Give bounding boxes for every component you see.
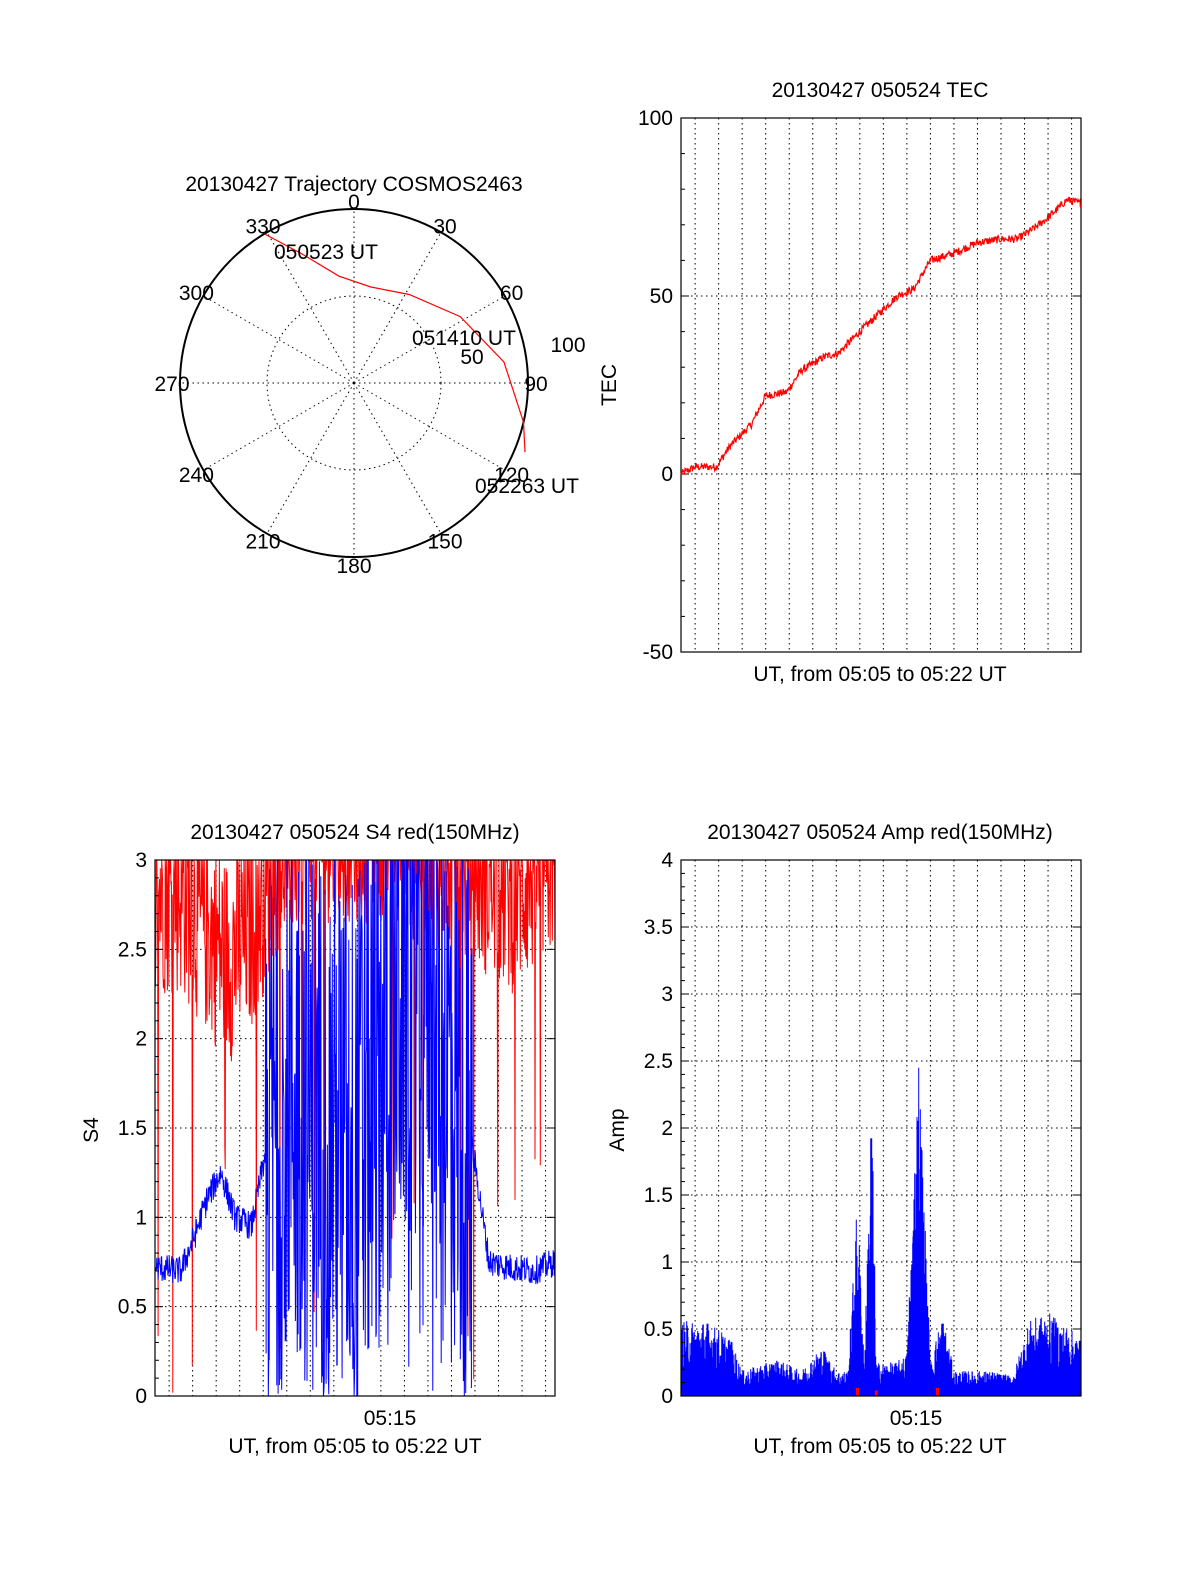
amp-ytick-label: 4 [661, 849, 673, 872]
tec-title: 20130427 050524 TEC [772, 79, 989, 102]
polar-angle-label-0: 0 [348, 191, 360, 214]
s4-xlabel: UT, from 05:05 to 05:22 UT [228, 1435, 481, 1458]
s4-title: 20130427 050524 S4 red(150MHz) [190, 821, 519, 844]
amp-blue-series [680, 1067, 1082, 1396]
polar-spoke-300 [203, 295, 355, 384]
tec-plot-frame [680, 117, 1082, 653]
polar-spoke-120 [353, 382, 505, 471]
amp-grid [681, 860, 1081, 1396]
polar-radius-label-50: 50 [460, 346, 483, 369]
s4-red-line [154, 859, 556, 1393]
polar-spoke-150 [353, 382, 442, 534]
polar-angle-label-60: 60 [500, 282, 523, 305]
s4-ytick-label: 3 [135, 849, 147, 872]
polar-angle-labels: 0 30 60 90 120 150 180 210 240 270 300 330 [154, 191, 547, 578]
polar-angle-label-120: 120 [494, 464, 529, 487]
polar-spoke-240 [203, 382, 355, 471]
s4-blue-series [154, 859, 556, 1397]
tec-ylabel: TEC [598, 364, 621, 406]
polar-spokes [180, 209, 528, 557]
polar-angle-label-90: 90 [524, 373, 547, 396]
polar-trajectory-line [264, 233, 526, 453]
amp-red-spike [856, 1388, 859, 1396]
tec-ytick-label: 100 [638, 107, 673, 130]
polar-annotation-end: 052263 UT [475, 475, 579, 498]
polar-angle-label-210: 210 [245, 531, 280, 554]
polar-outer-ring [179, 208, 529, 558]
tec-y-ticks: -50 0 50 100 [638, 107, 1081, 664]
s4-ytick-label: 2 [135, 1028, 147, 1051]
polar-spoke-330 [266, 232, 355, 384]
amp-title: 20130427 050524 Amp red(150MHz) [707, 821, 1053, 844]
polar-annotation-mid: 051410 UT [412, 327, 516, 350]
amp-red-spike [936, 1388, 939, 1396]
amp-ylabel: Amp [606, 1108, 629, 1151]
amp-ytick-label: 0.5 [644, 1318, 673, 1341]
polar-angle-label-180: 180 [336, 555, 371, 578]
amp-ytick-label: 3 [661, 983, 673, 1006]
tec-ytick-label: 0 [661, 463, 673, 486]
s4-y-ticks: 0 0.5 1 1.5 2 2.5 3 [118, 849, 555, 1408]
polar-inner-ring [266, 295, 442, 471]
tec-xlabel: UT, from 05:05 to 05:22 UT [753, 663, 1006, 686]
amp-ytick-label: 1.5 [644, 1184, 673, 1207]
amp-chart: 20130427 050524 Amp red(150MHz) 0 0.5 1 1.5… [606, 821, 1082, 1458]
amp-ytick-label: 2.5 [644, 1050, 673, 1073]
amp-ytick-label: 0 [661, 1385, 673, 1408]
amp-xlabel: UT, from 05:05 to 05:22 UT [753, 1435, 1006, 1458]
tec-chart: 20130427 050524 TEC -50 0 50 100 TEC UT, fr… [598, 79, 1082, 686]
polar-angle-label-150: 150 [427, 531, 462, 554]
amp-ytick-label: 1 [661, 1251, 673, 1274]
amp-xtick-0515: 05:15 [890, 1407, 943, 1430]
s4-ytick-label: 1.5 [118, 1117, 147, 1140]
amp-red-spike [874, 1390, 878, 1396]
polar-angle-label-300: 300 [179, 282, 214, 305]
tec-series-line [680, 196, 1082, 476]
polar-angle-label-240: 240 [179, 464, 214, 487]
polar-trajectory-chart: 20130427 Trajectory COSMOS2463 0 30 60 90 12… [154, 173, 585, 578]
amp-red-series [856, 1388, 939, 1396]
s4-ytick-label: 0.5 [118, 1296, 147, 1319]
polar-spoke-210 [266, 382, 355, 534]
s4-xtick-0515: 05:15 [364, 1407, 417, 1430]
amp-ytick-label: 2 [661, 1117, 673, 1140]
amp-blue-bars [680, 1067, 1082, 1396]
polar-angle-label-330: 330 [245, 215, 280, 238]
amp-ytick-label: 3.5 [644, 916, 673, 939]
s4-ytick-label: 0 [135, 1385, 147, 1408]
s4-chart: 20130427 050524 S4 red(150MHz) 0 0.5 1 1.5 2… [80, 821, 556, 1458]
amp-y-ticks: 0 0.5 1 1.5 2 2.5 3 3.5 4 [644, 849, 1081, 1408]
s4-red-series [154, 859, 556, 1393]
polar-spoke-60 [353, 295, 505, 384]
tec-ytick-label: 50 [650, 285, 673, 308]
polar-angle-label-270: 270 [154, 373, 189, 396]
s4-ytick-label: 1 [135, 1206, 147, 1229]
polar-spoke-30 [353, 232, 442, 384]
tec-ytick-label: -50 [643, 641, 673, 664]
polar-radius-label-100: 100 [550, 334, 585, 357]
s4-ytick-label: 2.5 [118, 938, 147, 961]
tec-grid [681, 118, 1081, 652]
polar-title: 20130427 Trajectory COSMOS2463 [185, 173, 522, 196]
s4-ylabel: S4 [80, 1117, 103, 1143]
s4-blue-line [154, 859, 556, 1397]
polar-annotation-start: 050523 UT [274, 241, 378, 264]
polar-angle-label-30: 30 [433, 215, 456, 238]
